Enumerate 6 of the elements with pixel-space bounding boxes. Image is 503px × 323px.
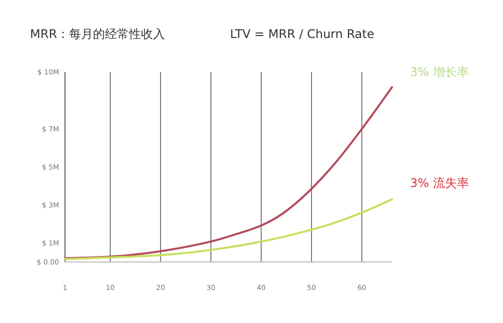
line-series bbox=[64, 198, 393, 260]
line-series bbox=[64, 86, 393, 260]
text: 3% 增长率 bbox=[410, 65, 469, 79]
chart-title: MRR：每月的经常性收入 bbox=[30, 27, 166, 41]
text: 3% 流失率 bbox=[410, 176, 469, 190]
chart-subtitle: LTV = MRR / Churn Rate bbox=[230, 27, 374, 41]
